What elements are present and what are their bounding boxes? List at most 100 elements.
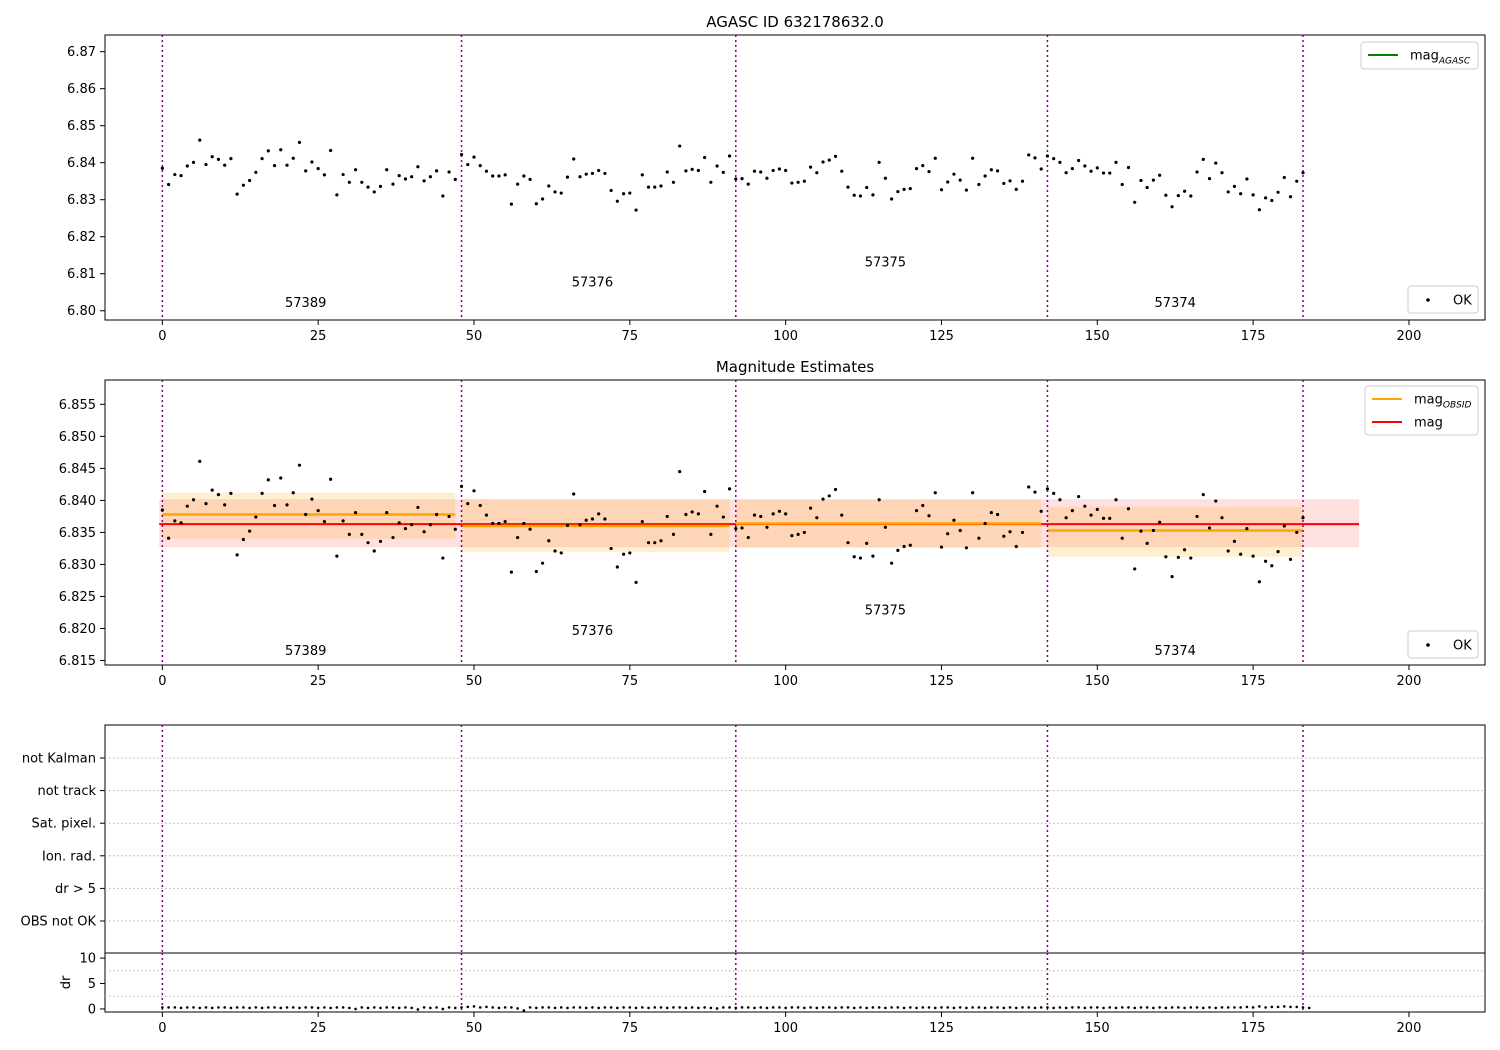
dr-point — [1177, 1006, 1180, 1009]
estimates-point — [410, 523, 414, 527]
dr-point — [316, 1006, 320, 1010]
agasc-point — [360, 180, 364, 184]
agasc-point — [1239, 192, 1243, 196]
estimates-plot-area — [104, 379, 1486, 666]
agasc-ytick-label: 6.85 — [67, 119, 96, 134]
agasc-point — [852, 193, 856, 197]
agasc-point — [260, 157, 264, 161]
agasc-xtick-label: 100 — [773, 329, 798, 344]
agasc-point — [653, 185, 657, 189]
estimates-point — [1288, 557, 1293, 561]
agasc-title: AGASC ID 632178632.0 — [706, 13, 884, 31]
agasc-point — [1064, 171, 1068, 175]
dr-point — [952, 1006, 956, 1010]
agasc-point — [1263, 196, 1268, 200]
dr-point — [765, 1006, 769, 1010]
dr-point — [478, 1006, 482, 1009]
estimates-point — [316, 509, 320, 513]
estimates-point — [796, 532, 800, 536]
agasc-point — [516, 182, 520, 186]
dr-point — [927, 1006, 931, 1009]
dr-point — [1114, 1006, 1118, 1010]
agasc-point — [1039, 167, 1043, 171]
dr-point — [485, 1005, 488, 1009]
estimates-point — [640, 519, 644, 524]
dr-point — [566, 1006, 569, 1010]
estimates-point — [634, 580, 638, 584]
estimates-point — [272, 503, 277, 508]
agasc-point — [378, 184, 383, 188]
agasc-point — [1276, 190, 1280, 194]
estimates-point — [484, 513, 489, 517]
agasc-point — [329, 148, 333, 153]
agasc-ytick-label: 6.80 — [67, 304, 96, 319]
dr-point — [790, 1006, 794, 1009]
agasc-point — [522, 174, 526, 178]
agasc-point — [590, 171, 595, 176]
estimates-point — [865, 541, 869, 545]
agasc-point — [1108, 171, 1112, 175]
dr-point — [1289, 1005, 1292, 1009]
dr-point — [827, 1006, 831, 1009]
agasc-point — [528, 177, 532, 181]
estimates-point — [946, 532, 950, 536]
dr-point — [634, 1006, 638, 1010]
dr-point — [397, 1006, 401, 1010]
dr-point — [728, 1006, 731, 1009]
dr-point — [1233, 1006, 1236, 1009]
estimates-point — [690, 510, 694, 514]
estimates-xtick-label: 175 — [1241, 674, 1266, 689]
estimates-point — [727, 487, 732, 491]
dr-point — [684, 1006, 688, 1010]
dr-point — [1052, 1006, 1055, 1010]
dr-point — [990, 1006, 993, 1009]
agasc-point — [1133, 200, 1137, 204]
estimates-point — [1301, 516, 1305, 520]
agasc-point — [821, 160, 825, 164]
estimates-point — [241, 537, 245, 542]
estimates-point — [734, 526, 738, 531]
agasc-point — [646, 185, 651, 189]
agasc-point — [1083, 164, 1087, 168]
estimates-point — [883, 525, 887, 529]
estimates-ytick-label: 6.825 — [59, 590, 96, 605]
dr-plot-area — [104, 952, 1486, 1013]
agasc-point — [684, 169, 688, 173]
agasc-point — [640, 173, 644, 177]
dr-point — [1071, 1006, 1074, 1009]
dr-point — [379, 1006, 382, 1010]
agasc-point — [497, 174, 501, 178]
dr-point — [703, 1006, 706, 1009]
agasc-point — [291, 156, 295, 160]
dr-point — [553, 1006, 557, 1010]
dr-point — [1264, 1006, 1267, 1009]
estimates-point — [971, 491, 975, 495]
dr-point — [360, 1006, 364, 1009]
estimates-point — [977, 536, 981, 540]
dr-point — [846, 1006, 850, 1009]
agasc-point — [1207, 177, 1212, 181]
dr-point — [235, 1006, 239, 1009]
agasc-point — [1014, 187, 1018, 191]
agasc-point — [1070, 167, 1074, 171]
dr-point — [871, 1006, 875, 1009]
dr-point — [659, 1006, 663, 1009]
dr-point — [753, 1006, 756, 1010]
dr-point — [909, 1006, 912, 1009]
estimates-point — [416, 505, 420, 510]
dr-point — [285, 1006, 289, 1009]
agasc-point — [808, 165, 813, 169]
agasc-xtick-label: 25 — [310, 329, 327, 344]
estimates-point — [1101, 516, 1106, 520]
dr-point — [547, 1006, 551, 1009]
estimates-point — [447, 514, 451, 519]
dr-point — [1127, 1006, 1130, 1009]
agasc-point — [784, 168, 788, 173]
agasc-point — [709, 180, 713, 184]
agasc-point — [615, 199, 619, 203]
estimates-point — [204, 502, 208, 506]
dr-ytick-label: 5 — [88, 977, 96, 992]
agasc-point — [665, 170, 669, 174]
estimates-point — [1083, 504, 1087, 508]
